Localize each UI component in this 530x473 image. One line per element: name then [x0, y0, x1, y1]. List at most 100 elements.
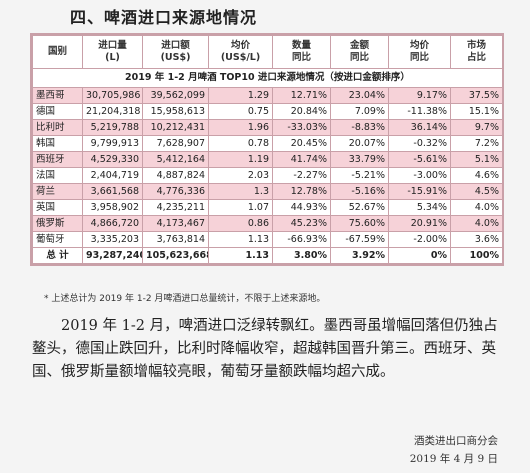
cell-volume: 3,335,203: [82, 231, 143, 248]
cell-volume: 21,204,318: [82, 103, 143, 120]
cell-price: 2.03: [208, 167, 273, 184]
table-row: 比利时 5,219,788 10,212,431 1.96 -33.03% -8.83% 3…: [32, 119, 503, 136]
cell-country: 西班牙: [32, 151, 83, 168]
column-header: 进口量 (L): [82, 35, 143, 69]
section-title: 四、啤酒进口来源地情况: [70, 8, 258, 27]
total-price-yoy: 0%: [388, 247, 451, 264]
cell-share: 37.5%: [450, 87, 503, 104]
source-signature: 酒类进出口商分会 2019 年 4 月 9 日: [410, 432, 498, 468]
cell-amount: 5,412,164: [142, 151, 209, 168]
cell-price: 1.96: [208, 119, 273, 136]
cell-country: 比利时: [32, 119, 83, 136]
table-row: 葡萄牙 3,335,203 3,763,814 1.13 -66.93% -67.59% -…: [32, 231, 503, 248]
column-header: 均价 同比: [388, 35, 451, 69]
cell-vol-yoy: 20.84%: [272, 103, 331, 120]
cell-country: 韩国: [32, 135, 83, 152]
cell-vol-yoy: 12.78%: [272, 183, 331, 200]
cell-country: 德国: [32, 103, 83, 120]
cell-volume: 30,705,986: [82, 87, 143, 104]
table-row: 荷兰 3,661,568 4,776,336 1.3 12.78% -5.16% -15.9…: [32, 183, 503, 200]
total-share: 100%: [450, 247, 503, 264]
cell-price-yoy: 9.17%: [388, 87, 451, 104]
cell-country: 法国: [32, 167, 83, 184]
cell-volume: 3,661,568: [82, 183, 143, 200]
cell-share: 9.7%: [450, 119, 503, 136]
total-volume: 93,287,240: [82, 247, 143, 264]
cell-amt-yoy: 33.79%: [330, 151, 389, 168]
cell-share: 4.0%: [450, 215, 503, 232]
cell-vol-yoy: 12.71%: [272, 87, 331, 104]
column-header: 均价 (US$/L): [208, 35, 273, 69]
cell-price-yoy: 20.91%: [388, 215, 451, 232]
total-price: 1.13: [208, 247, 273, 264]
cell-vol-yoy: -33.03%: [272, 119, 331, 136]
cell-amt-yoy: 7.09%: [330, 103, 389, 120]
table-footnote: * 上述总计为 2019 年 1-2 月啤酒进口总量统计，不限于上述来源地。: [44, 294, 326, 304]
cell-amt-yoy: -8.83%: [330, 119, 389, 136]
cell-price: 1.13: [208, 231, 273, 248]
cell-amt-yoy: 52.67%: [330, 199, 389, 216]
cell-country: 英国: [32, 199, 83, 216]
column-header: 进口额 (US$): [142, 35, 209, 69]
source-date: 2019 年 4 月 9 日: [409, 453, 498, 465]
cell-price-yoy: -3.00%: [388, 167, 451, 184]
table-row: 德国 21,204,318 15,958,613 0.75 20.84% 7.09% -11…: [32, 103, 503, 120]
cell-vol-yoy: 45.23%: [272, 215, 331, 232]
cell-price: 1.19: [208, 151, 273, 168]
cell-volume: 2,404,719: [82, 167, 143, 184]
cell-price-yoy: -15.91%: [388, 183, 451, 200]
cell-amt-yoy: -5.21%: [330, 167, 389, 184]
cell-price: 0.86: [208, 215, 273, 232]
table-row: 墨西哥 30,705,986 39,562,099 1.29 12.71% 23.04% 9…: [32, 87, 503, 104]
cell-price: 1.07: [208, 199, 273, 216]
source-org: 酒类进出口商分会: [414, 435, 498, 447]
cell-vol-yoy: 44.93%: [272, 199, 331, 216]
cell-amount: 39,562,099: [142, 87, 209, 104]
table-row: 俄罗斯 4,866,720 4,173,467 0.86 45.23% 75.60% 20.…: [32, 215, 503, 232]
cell-amt-yoy: -67.59%: [330, 231, 389, 248]
cell-volume: 3,958,902: [82, 199, 143, 216]
cell-country: 葡萄牙: [32, 231, 83, 248]
total-amt-yoy: 3.92%: [330, 247, 389, 264]
total-row: 总 计 93,287,240 105,623,668 1.13 3.80% 3.92% 0%…: [32, 247, 503, 264]
cell-vol-yoy: -66.93%: [272, 231, 331, 248]
cell-share: 4.6%: [450, 167, 503, 184]
total-vol-yoy: 3.80%: [272, 247, 331, 264]
column-header: 数量 同比: [272, 35, 331, 69]
total-label: 总 计: [32, 247, 83, 264]
total-amount: 105,623,668: [142, 247, 209, 264]
cell-price-yoy: 5.34%: [388, 199, 451, 216]
cell-volume: 4,866,720: [82, 215, 143, 232]
cell-share: 4.5%: [450, 183, 503, 200]
cell-volume: 5,219,788: [82, 119, 143, 136]
cell-vol-yoy: 20.45%: [272, 135, 331, 152]
cell-amt-yoy: 20.07%: [330, 135, 389, 152]
column-header: 市场 占比: [450, 35, 503, 69]
cell-amount: 4,235,211: [142, 199, 209, 216]
cell-amount: 4,887,824: [142, 167, 209, 184]
cell-price-yoy: -2.00%: [388, 231, 451, 248]
cell-amt-yoy: 75.60%: [330, 215, 389, 232]
column-header: 国别: [32, 35, 83, 69]
table-row: 西班牙 4,529,330 5,412,164 1.19 41.74% 33.79% -5.…: [32, 151, 503, 168]
cell-vol-yoy: 41.74%: [272, 151, 331, 168]
table-title: 2019 年 1-2 月啤酒 TOP10 进口来源地情况（按进口金额排序）: [32, 68, 503, 88]
import-sources-table: 2019 年 1-2 月啤酒 TOP10 进口来源地情况（按进口金额排序） 国别…: [30, 33, 504, 266]
cell-amount: 15,958,613: [142, 103, 209, 120]
cell-vol-yoy: -2.27%: [272, 167, 331, 184]
cell-amt-yoy: -5.16%: [330, 183, 389, 200]
cell-amt-yoy: 23.04%: [330, 87, 389, 104]
table-row: 法国 2,404,719 4,887,824 2.03 -2.27% -5.21% -3.0…: [32, 167, 503, 184]
cell-price: 1.29: [208, 87, 273, 104]
cell-share: 7.2%: [450, 135, 503, 152]
summary-paragraph: 2019 年 1-2 月，啤酒进口泛绿转飘红。墨西哥虽增幅回落但仍独占鳌头，德国…: [32, 318, 498, 380]
cell-country: 荷兰: [32, 183, 83, 200]
cell-share: 5.1%: [450, 151, 503, 168]
cell-amount: 7,628,907: [142, 135, 209, 152]
cell-amount: 3,763,814: [142, 231, 209, 248]
cell-amount: 10,212,431: [142, 119, 209, 136]
cell-price: 0.78: [208, 135, 273, 152]
cell-amount: 4,776,336: [142, 183, 209, 200]
table-row: 英国 3,958,902 4,235,211 1.07 44.93% 52.67% 5.34…: [32, 199, 503, 216]
cell-price-yoy: 36.14%: [388, 119, 451, 136]
